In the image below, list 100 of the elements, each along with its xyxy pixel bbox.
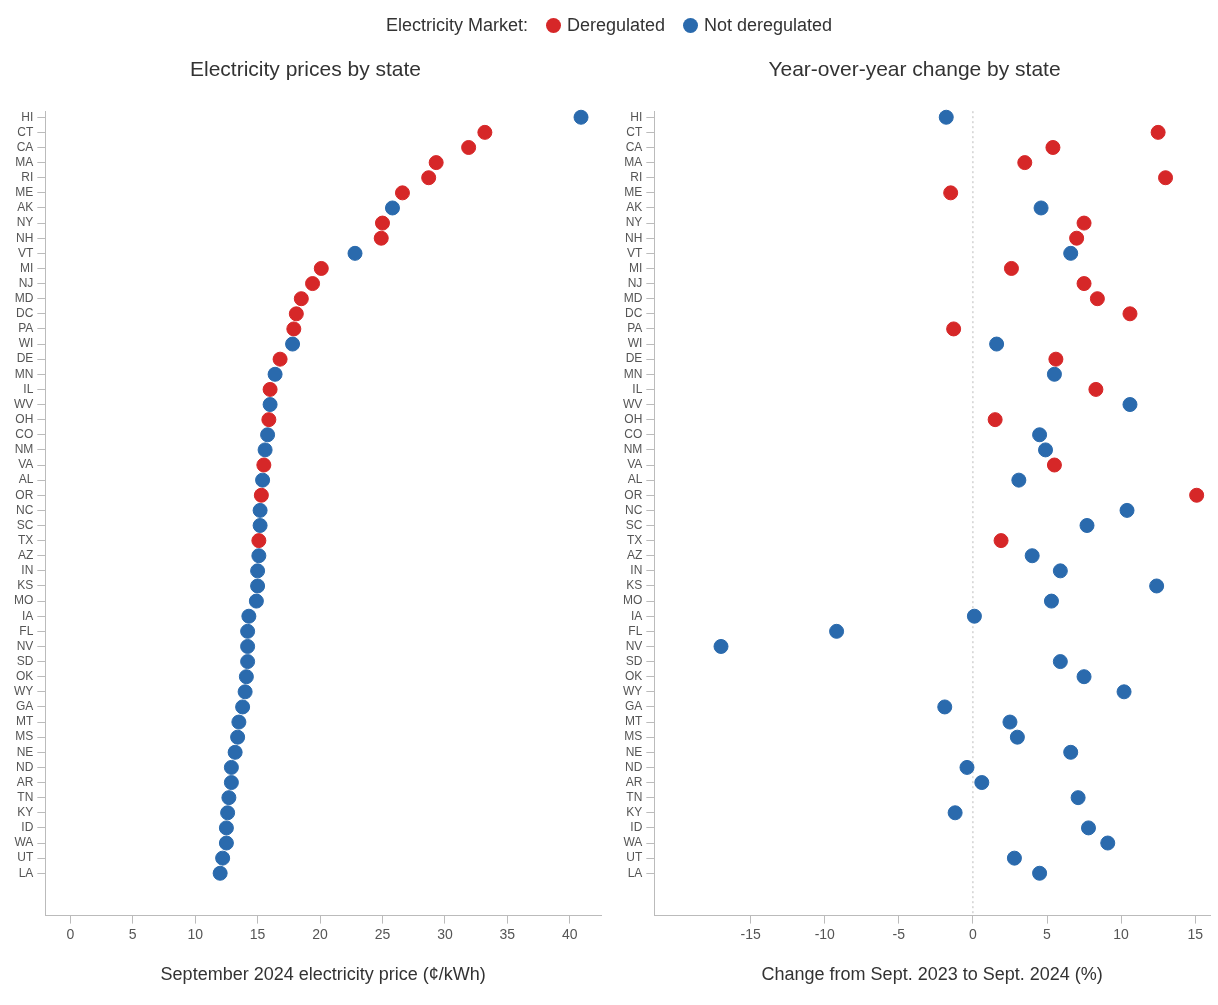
point — [262, 397, 278, 413]
y-tick-label: VT — [626, 245, 643, 260]
point — [1017, 155, 1033, 171]
point — [829, 623, 845, 639]
point — [240, 638, 256, 654]
x-tick-label: 15 — [1187, 925, 1204, 942]
point — [240, 623, 256, 639]
y-tick-label: DC — [624, 306, 643, 321]
y-tick-label: CO — [624, 427, 643, 442]
point — [251, 533, 267, 549]
y-tick-label: OR — [624, 487, 643, 502]
legend-title: Electricity Market: — [385, 14, 528, 36]
y-tick-label: OK — [15, 669, 34, 684]
y-tick-label: CT — [626, 124, 643, 139]
point — [1002, 714, 1018, 730]
point — [248, 593, 264, 609]
point — [1076, 215, 1092, 231]
y-tick-label: VA — [18, 457, 34, 472]
y-tick-label: FL — [19, 623, 34, 638]
y-tick-label: MN — [14, 366, 34, 381]
point — [1043, 593, 1059, 609]
x-tick-label: 5 — [128, 925, 137, 942]
point — [221, 790, 237, 806]
point — [1038, 442, 1054, 458]
y-tick-label: DC — [15, 306, 34, 321]
y-tick-label: AL — [18, 472, 34, 487]
y-tick-label: RI — [630, 170, 643, 185]
y-tick-label: SD — [625, 653, 643, 668]
point — [1149, 578, 1165, 594]
point — [938, 109, 954, 125]
y-tick-label: PA — [18, 321, 34, 336]
y-tick-label: ND — [624, 759, 643, 774]
y-tick-label: MS — [624, 729, 643, 744]
point — [1032, 427, 1048, 443]
point — [253, 487, 269, 503]
point — [272, 351, 288, 367]
point — [1119, 502, 1135, 518]
x-tick-label: 10 — [1113, 925, 1130, 942]
point — [212, 865, 228, 881]
point — [966, 608, 982, 624]
y-tick-label: MN — [623, 366, 643, 381]
point — [238, 669, 254, 685]
y-tick-label: UT — [626, 850, 643, 865]
y-tick-label: SC — [625, 517, 643, 532]
y-tick-label: WA — [623, 835, 643, 850]
y-tick-label: CA — [16, 139, 34, 154]
point — [305, 276, 321, 292]
x-tick-label: 15 — [249, 925, 266, 942]
y-tick-label: DE — [625, 351, 643, 366]
point — [477, 124, 493, 140]
point — [946, 321, 962, 337]
point — [993, 533, 1009, 549]
y-tick-label: WY — [622, 684, 643, 699]
point — [1122, 306, 1138, 322]
y-tick-label: OK — [624, 669, 643, 684]
point — [250, 563, 266, 579]
y-tick-label: ID — [21, 820, 34, 835]
x-tick-label: 30 — [437, 925, 453, 942]
point — [1046, 457, 1062, 473]
point — [1080, 820, 1096, 836]
x-tick-label: 10 — [187, 925, 204, 942]
x-tick-label: 35 — [499, 925, 516, 942]
point — [1069, 230, 1085, 246]
point — [240, 654, 256, 670]
y-tick-label: TX — [17, 532, 34, 547]
x-tick-label: 0 — [969, 925, 978, 942]
point — [256, 457, 272, 473]
point — [1070, 790, 1086, 806]
y-tick-label: AZ — [626, 548, 643, 563]
point — [1046, 366, 1062, 382]
point — [252, 502, 268, 518]
y-tick-label: NV — [16, 638, 34, 653]
legend-label: Deregulated — [565, 14, 665, 36]
point — [1063, 744, 1079, 760]
y-tick-label: NY — [625, 215, 643, 230]
point — [987, 412, 1003, 428]
y-tick-label: WV — [622, 396, 643, 411]
x-tick-label: 40 — [561, 925, 578, 942]
point — [257, 442, 273, 458]
point — [943, 185, 959, 201]
y-tick-label: MD — [623, 291, 643, 305]
point — [1033, 200, 1049, 216]
point — [252, 518, 268, 533]
y-tick-label: GA — [15, 699, 34, 714]
point — [1052, 654, 1068, 670]
y-tick-label: KY — [626, 805, 643, 820]
y-tick-label: DE — [16, 351, 34, 366]
y-tick-label: AK — [17, 200, 34, 215]
y-tick-label: TX — [626, 532, 643, 547]
point — [1116, 684, 1132, 700]
y-tick-label: VT — [17, 245, 34, 260]
y-tick-label: NH — [15, 230, 34, 245]
y-tick-label: CO — [15, 427, 34, 442]
point — [1009, 729, 1025, 745]
point — [1063, 245, 1079, 261]
y-tick-label: NV — [625, 638, 643, 653]
y-tick-label: IL — [632, 381, 643, 396]
y-tick-label: NJ — [18, 275, 34, 290]
x-tick-label: 20 — [312, 925, 329, 942]
y-tick-label: NH — [624, 230, 643, 245]
